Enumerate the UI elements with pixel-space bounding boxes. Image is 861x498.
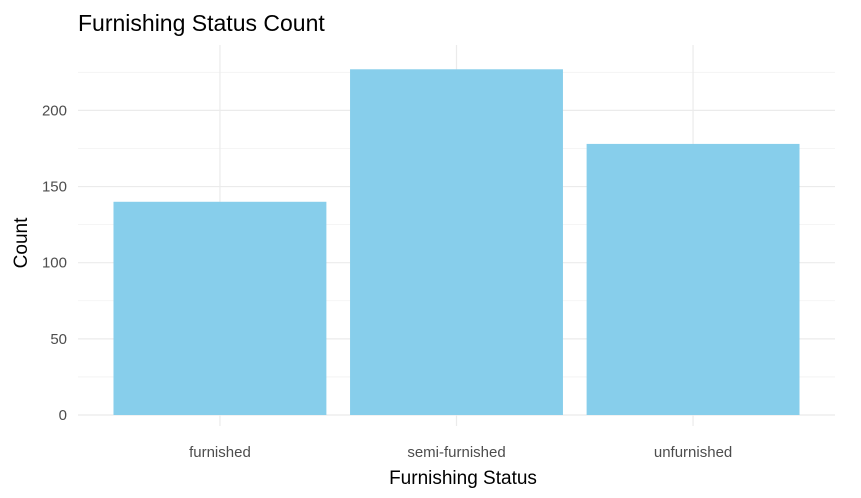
x-tick-label: unfurnished <box>654 444 732 461</box>
y-axis-title: Count <box>11 217 32 268</box>
bar-semi-furnished <box>350 69 563 416</box>
x-tick-label: semi-furnished <box>407 444 505 461</box>
bar-unfurnished <box>586 143 800 416</box>
bar-furnished <box>113 201 327 415</box>
y-tick-label: 100 <box>42 255 67 272</box>
y-tick-label: 50 <box>50 331 67 348</box>
y-tick-label: 0 <box>59 407 67 424</box>
x-tick-label: furnished <box>189 444 251 461</box>
y-tick-label: 150 <box>42 179 67 196</box>
x-axis-title: Furnishing Status <box>389 468 537 489</box>
x-axis-ticks: furnished semi-furnished unfurnished <box>189 444 732 461</box>
chart-title: Furnishing Status Count <box>78 10 325 36</box>
y-tick-label: 200 <box>42 102 67 119</box>
y-axis-ticks: 0 50 100 150 200 <box>42 102 67 424</box>
bars <box>113 69 800 416</box>
